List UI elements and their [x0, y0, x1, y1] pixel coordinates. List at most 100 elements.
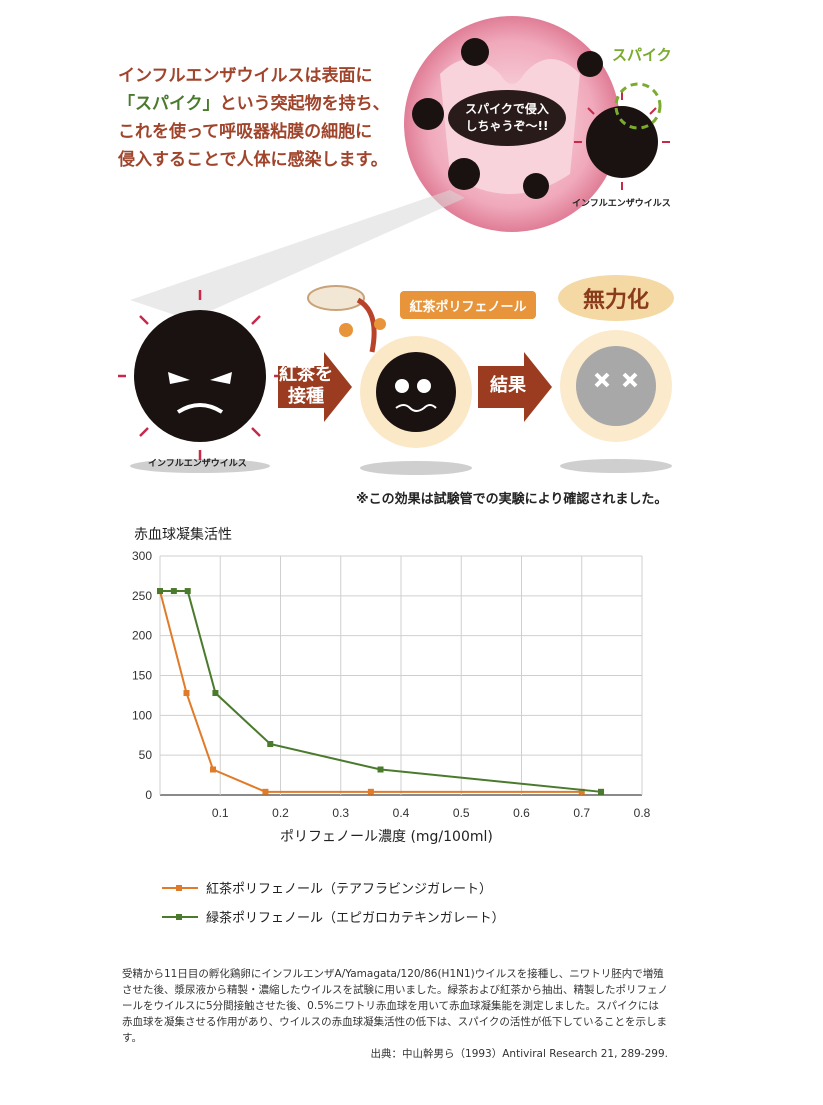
x-tick-label: 0.4 [393, 806, 410, 820]
x-axis-title: ポリフェノール濃度 (mg/100ml) [280, 829, 493, 845]
legend-label-black-tea: 紅茶ポリフェノール（テアフラビンジガレート） [206, 882, 493, 897]
series-line-black-tea [159, 590, 582, 793]
virus-body-icon [376, 352, 456, 432]
small-virus-icon [577, 51, 603, 77]
infection-illustration [404, 16, 670, 232]
data-point-black-tea [367, 788, 374, 795]
x-tick-label: 0.3 [332, 806, 349, 820]
angry-eyes-icon [168, 372, 232, 384]
intro-line-2-rest: という突起物を持ち、 [219, 94, 390, 114]
legend-label-green-tea: 緑茶ポリフェノール（エピガロカテキンガレート） [206, 911, 505, 926]
data-point-black-tea [183, 690, 190, 697]
small-virus-icon [412, 98, 444, 130]
y-tick-label: 100 [132, 708, 152, 722]
intro-line-1: インフルエンザウイルスは表面に [118, 66, 373, 86]
teacup-icon [307, 285, 365, 311]
y-axis-title: 赤血球凝集活性 [134, 527, 232, 543]
virus-caption-left: インフルエンザウイルス [148, 459, 247, 469]
spike-icon [139, 427, 149, 437]
zoom-beam [130, 190, 465, 320]
spike-icon [587, 107, 595, 115]
tea-pour-icon [356, 297, 377, 353]
leaf-drop-icon [374, 318, 386, 330]
intro-text: インフルエンザウイルスは表面に 「スパイク」という突起物を持ち、 これを使って呼… [118, 62, 418, 174]
spike-label: スパイク [612, 46, 672, 64]
spike-icon [251, 315, 261, 325]
x-eyes-icon [594, 372, 638, 388]
spike-icon [649, 107, 657, 115]
arrow-icon [478, 352, 552, 422]
y-tick-label: 150 [132, 669, 152, 683]
black-tea-polyphenol-label: 紅茶ポリフェノール [400, 291, 536, 319]
intro-line-4: 侵入することで人体に感染します。 [118, 150, 388, 170]
spike-group [574, 92, 670, 190]
intro-line-3: これを使って呼吸器粘膜の細胞に [118, 122, 373, 142]
intro-spike-highlight: 「スパイク」 [118, 94, 220, 114]
small-virus-icon [461, 38, 489, 66]
legend-item-black-tea: 紅茶ポリフェノール（テアフラビンジガレート） [160, 878, 492, 897]
footer-notes: 受精から11日目の孵化鶏卵にインフルエンザA/Yamagata/120/86(H… [122, 966, 668, 1062]
small-virus-group [412, 38, 603, 199]
shadow-shape [560, 459, 672, 473]
arrow-label-line-1: 紅茶を [279, 364, 333, 385]
intro-line-2: 「スパイク」という突起物を持ち、 [118, 90, 418, 118]
data-point-black-tea [578, 788, 585, 795]
data-point-green-tea [598, 788, 605, 795]
spike-icon [251, 427, 261, 437]
wavy-mouth-icon [395, 404, 437, 412]
frown-icon [176, 403, 224, 414]
virus-caption-top: インフルエンザウイルス [572, 199, 671, 209]
experiment-note: ※この効果は試験管での実験により確認されました。 [356, 492, 668, 507]
footer-text: 受精から11日目の孵化鶏卵にインフルエンザA/Yamagata/120/86(H… [122, 968, 668, 1044]
shadow-shape [360, 461, 472, 475]
footer-source: 出典：中山幹男ら（1993）Antiviral Research 21, 289… [370, 1048, 668, 1060]
data-point-black-tea [262, 788, 269, 795]
spike-callout-circle [614, 82, 662, 130]
y-tick-label: 300 [132, 549, 152, 563]
spike-icon [139, 315, 149, 325]
influenza-virus-illustration [118, 290, 282, 473]
small-virus-icon [523, 173, 549, 199]
data-point-green-tea [212, 690, 219, 697]
legend-swatch-black-tea [162, 884, 198, 891]
arrow-icon [278, 352, 352, 422]
treated-virus-illustration [360, 336, 472, 475]
arrow-label-result: 結果 [490, 375, 526, 396]
worried-eye-icon [417, 379, 431, 393]
arrow-label-drink: 紅茶を 接種 [278, 364, 334, 408]
hemagglutination-chart: 0 50 100 150 200 250 300 0.1 0.2 0.3 0.4 0.5 0.6 0.7 0… [132, 549, 651, 820]
speech-bubble: スパイクで侵入 しちゃうぞ～!! [448, 90, 566, 146]
x-tick-label: 0.8 [634, 806, 651, 820]
data-point-green-tea [157, 588, 163, 595]
leaf-drop-icon [339, 323, 353, 337]
virus-body-icon [134, 310, 266, 442]
y-tick-label: 0 [145, 788, 152, 802]
x-tick-label: 0.2 [272, 806, 289, 820]
worried-eye-icon [395, 379, 409, 393]
legend-swatch-green-tea [162, 913, 198, 920]
arrow-label-line-2: 接種 [288, 386, 324, 407]
y-tick-label: 200 [132, 629, 152, 643]
bubble-line-1: スパイクで侵入 [465, 102, 549, 116]
inactivated-virus-illustration [560, 330, 672, 473]
bubble-line-2: しちゃうぞ～!! [465, 119, 549, 133]
teacup-illustration [307, 285, 386, 353]
data-point-green-tea [170, 588, 177, 595]
arrow-shape [478, 352, 552, 422]
y-tick-label: 250 [132, 589, 152, 603]
shadow-shape [130, 459, 270, 473]
data-point-green-tea [184, 588, 191, 595]
data-point-green-tea [377, 766, 384, 773]
data-point-green-tea [267, 741, 274, 748]
series-line-green-tea [160, 590, 602, 793]
x-tick-label: 0.7 [573, 806, 590, 820]
inactivated-badge: 無力化 [558, 275, 674, 321]
virus-body-icon [576, 346, 656, 426]
arrow-shape [278, 352, 352, 422]
large-virus-icon [586, 106, 658, 178]
y-tick-label: 50 [139, 748, 153, 762]
zoom-beam-shape [130, 190, 465, 320]
legend-item-green-tea: 緑茶ポリフェノール（エピガロカテキンガレート） [160, 907, 505, 926]
x-tick-label: 0.1 [212, 806, 229, 820]
x-tick-label: 0.6 [513, 806, 530, 820]
